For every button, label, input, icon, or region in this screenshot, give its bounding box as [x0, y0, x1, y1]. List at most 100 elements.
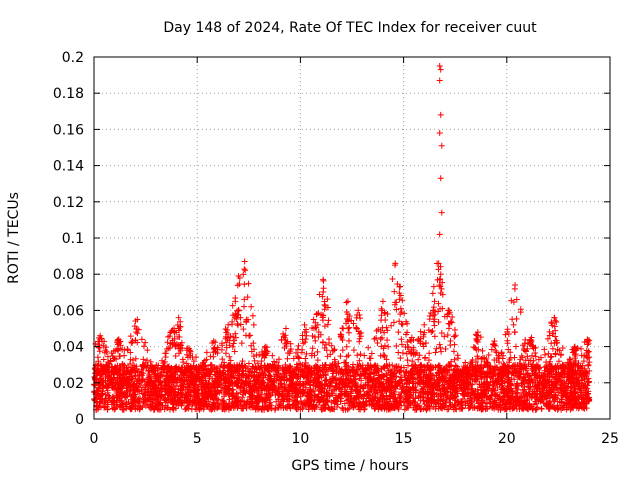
- roti-point: [319, 384, 326, 391]
- roti-point: [295, 382, 302, 389]
- roti-point: [294, 393, 301, 400]
- roti-point: [480, 381, 487, 388]
- roti-point: [251, 392, 258, 399]
- roti-point: [127, 349, 134, 356]
- roti-point: [271, 382, 278, 389]
- roti-point: [345, 317, 352, 324]
- roti-point: [356, 402, 363, 409]
- roti-point: [275, 356, 282, 363]
- roti-point: [534, 404, 541, 411]
- roti-point: [366, 377, 373, 384]
- roti-point: [530, 383, 537, 390]
- roti-point: [491, 397, 498, 404]
- roti-point: [335, 377, 342, 384]
- roti-point: [346, 337, 353, 344]
- roti-point: [435, 369, 442, 376]
- roti-point: [561, 361, 568, 368]
- roti-point: [575, 382, 582, 389]
- roti-point: [466, 395, 473, 402]
- roti-point: [381, 365, 388, 372]
- roti-point: [532, 349, 539, 356]
- roti-point: [304, 401, 311, 408]
- roti-point: [238, 340, 245, 347]
- roti-point: [354, 361, 361, 368]
- roti-point: [215, 404, 222, 411]
- roti-point: [498, 380, 505, 387]
- roti-point: [384, 337, 391, 344]
- roti-point: [444, 367, 451, 374]
- roti-point: [580, 358, 587, 365]
- roti-point: [183, 360, 190, 367]
- roti-point: [127, 360, 134, 367]
- roti-point: [213, 387, 220, 394]
- roti-point: [124, 346, 131, 353]
- roti-point: [105, 392, 112, 399]
- roti-point: [227, 365, 234, 372]
- roti-point: [229, 373, 236, 380]
- roti-point: [478, 394, 485, 401]
- roti-point: [289, 393, 296, 400]
- roti-point: [102, 347, 109, 354]
- roti-point: [457, 370, 464, 377]
- roti-point: [342, 367, 349, 374]
- roti-point: [321, 306, 328, 313]
- roti-point: [123, 401, 130, 408]
- roti-point: [561, 371, 568, 378]
- roti-point: [286, 376, 293, 383]
- roti-point: [524, 353, 531, 360]
- roti-point: [323, 347, 330, 354]
- roti-point: [182, 390, 189, 397]
- roti-point: [450, 348, 457, 355]
- roti-point: [435, 300, 442, 307]
- roti-point: [306, 389, 313, 396]
- roti-point: [121, 352, 128, 359]
- roti-point: [433, 345, 440, 352]
- roti-point: [426, 313, 433, 320]
- roti-point: [222, 325, 229, 332]
- roti-point: [460, 381, 467, 388]
- roti-point: [577, 389, 584, 396]
- roti-point: [565, 404, 572, 411]
- roti-point: [535, 380, 542, 387]
- roti-point: [507, 349, 514, 356]
- roti-point: [403, 389, 410, 396]
- roti-point: [565, 370, 572, 377]
- roti-point: [514, 373, 521, 380]
- roti-point: [580, 371, 587, 378]
- roti-point: [441, 333, 448, 340]
- roti-point: [233, 367, 240, 374]
- roti-point: [120, 390, 127, 397]
- roti-point: [521, 393, 528, 400]
- roti-point: [414, 402, 421, 409]
- roti-point: [395, 349, 402, 356]
- roti-point: [539, 382, 546, 389]
- roti-point: [355, 403, 362, 410]
- roti-point: [404, 357, 411, 364]
- roti-point: [279, 364, 286, 371]
- roti-point: [509, 316, 516, 323]
- roti-point: [499, 395, 506, 402]
- roti-point: [340, 370, 347, 377]
- roti-point: [140, 356, 147, 363]
- roti-point: [105, 373, 112, 380]
- roti-point: [437, 344, 444, 351]
- roti-point: [547, 354, 554, 361]
- roti-point: [492, 378, 499, 385]
- roti-point: [298, 369, 305, 376]
- roti-point: [525, 390, 532, 397]
- roti-point: [383, 370, 390, 377]
- roti-point: [404, 320, 411, 327]
- roti-point: [140, 398, 147, 405]
- roti-point: [552, 351, 559, 358]
- roti-point: [230, 340, 237, 347]
- roti-point: [397, 394, 404, 401]
- roti-point: [141, 386, 148, 393]
- roti-point: [287, 381, 294, 388]
- roti-point: [258, 405, 265, 412]
- roti-point: [311, 374, 318, 381]
- roti-point: [192, 390, 199, 397]
- roti-point: [479, 403, 486, 410]
- roti-point: [206, 389, 213, 396]
- roti-point: [533, 400, 540, 407]
- roti-point: [228, 401, 235, 408]
